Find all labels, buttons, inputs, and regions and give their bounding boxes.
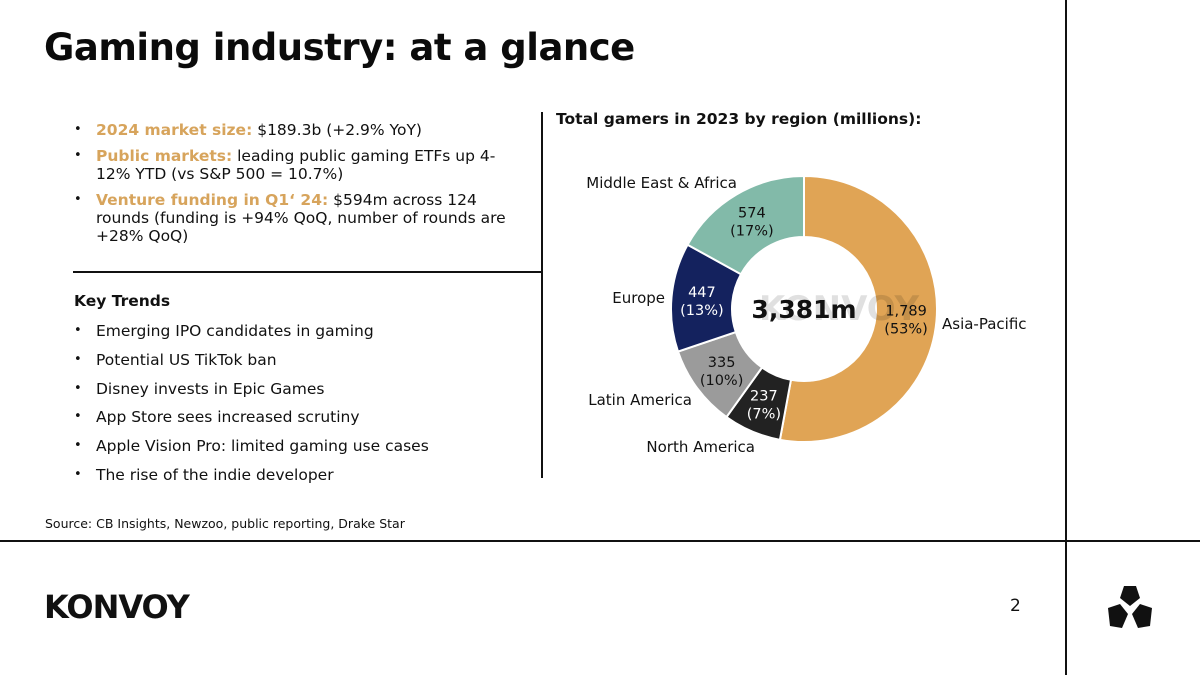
slice-percent-label: (10%) [700,373,744,389]
highlight-text: $594m across 124 rounds (funding is +94%… [96,191,506,245]
trend-item: Potential US TikTok ban [73,350,538,379]
page-title: Gaming industry: at a glance [44,26,635,69]
slice-middle-east-africa [686,174,805,276]
category-label-latin-america: Latin America [588,391,692,409]
slice-percent-label: (13%) [680,303,724,319]
slice-percent-label: (53%) [884,321,928,337]
highlight-text: leading public gaming ETFs up 4-12% YTD … [96,147,496,183]
slice-asia-pacific [778,174,938,443]
category-label-europe: Europe [612,289,665,307]
watermark-logo: KONVOY [759,289,920,329]
highlight-label: 2024 market size: [96,121,253,139]
column-divider [541,112,543,478]
slice-percent-label: (17%) [730,224,774,240]
section-divider [73,271,541,273]
highlight-label: Public markets: [96,147,233,165]
highlight-public-markets: Public markets: leading public gaming ET… [73,147,528,183]
slice-value-label: 335 [708,355,736,371]
right-divider [1065,0,1067,675]
category-label-middle-east-africa: Middle East & Africa [586,174,737,192]
trend-item: Disney invests in Epic Games [73,379,538,408]
key-trends-list: Emerging IPO candidates in gaming Potent… [73,321,538,494]
trend-item: The rise of the indie developer [73,465,538,494]
highlights-list: 2024 market size: $189.3b (+2.9% YoY) Pu… [73,121,528,253]
trend-item: App Store sees increased scrutiny [73,407,538,436]
category-label-north-america: North America [646,438,755,456]
slice-percent-label: (7%) [747,406,781,422]
slice-value-label: 237 [750,388,778,404]
chart-title: Total gamers in 2023 by region (millions… [556,110,922,128]
page-number: 2 [1010,596,1021,616]
konvoy-mark-icon [1108,586,1152,628]
key-trends-heading: Key Trends [74,292,171,310]
slice-value-label: 1,789 [885,303,927,319]
donut-center-total: 3,381m [751,295,856,324]
trend-item: Apple Vision Pro: limited gaming use cas… [73,436,538,465]
highlight-market-size: 2024 market size: $189.3b (+2.9% YoY) [73,121,528,139]
category-label-asia-pacific: Asia-Pacific [942,315,1027,333]
footer-divider [0,540,1200,542]
trend-item: Emerging IPO candidates in gaming [73,321,538,350]
konvoy-logo: KONVOY [44,588,190,626]
highlight-venture-funding: Venture funding in Q1‘ 24: $594m across … [73,191,528,245]
slice-value-label: 574 [738,206,766,222]
source-note: Source: CB Insights, Newzoo, public repo… [45,516,405,531]
highlight-text: $189.3b (+2.9% YoY) [252,121,422,139]
donut-chart: 1,789 (53%) Asia-Pacific 237 (7%) North Ameri… [586,174,1027,456]
slice-value-label: 447 [688,285,716,301]
highlight-label: Venture funding in Q1‘ 24: [96,191,329,209]
